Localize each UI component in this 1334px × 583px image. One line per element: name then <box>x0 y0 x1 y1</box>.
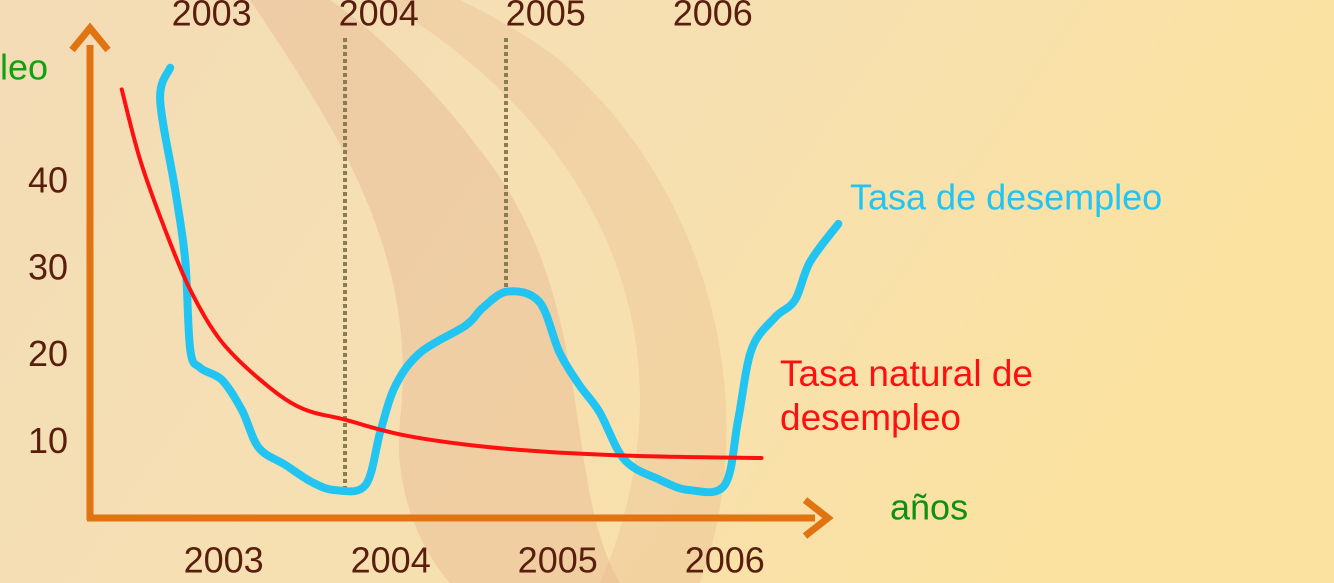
x-tick-label: 2004 <box>351 540 431 581</box>
x-tick-label: 2005 <box>518 540 598 581</box>
series-label: Tasa natural de desempleo <box>780 352 1080 440</box>
top-year-label: 2006 <box>673 0 753 34</box>
x-axis-label: años <box>890 487 968 528</box>
x-tick-label: 2003 <box>184 540 264 581</box>
y-axis-label: leo <box>0 47 48 88</box>
series-label: Tasa de desempleo <box>850 177 1162 218</box>
top-year-label: 2004 <box>339 0 419 34</box>
y-tick-label: 30 <box>28 246 68 287</box>
top-year-label: 2003 <box>172 0 252 34</box>
x-tick-label: 2006 <box>685 540 765 581</box>
chart: leo años 10 20 30 40 2003 2004 2005 2006 2003 200… <box>0 0 1334 583</box>
slide: leo años 10 20 30 40 2003 2004 2005 2006 2003 200… <box>0 0 1334 583</box>
y-tick-label: 20 <box>28 333 68 374</box>
y-tick-label: 10 <box>28 420 68 461</box>
y-tick-label: 40 <box>28 160 68 201</box>
top-year-label: 2005 <box>506 0 586 34</box>
